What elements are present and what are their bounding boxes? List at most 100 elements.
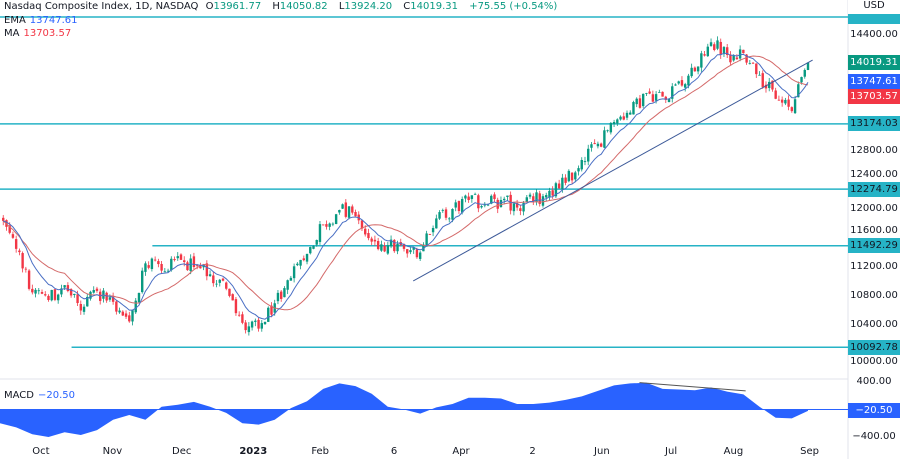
time-tick-label: 6: [390, 446, 398, 457]
candle-body: [141, 270, 144, 293]
candle-body: [522, 202, 525, 212]
candle-body: [347, 206, 351, 218]
candle-body: [47, 295, 50, 300]
open-value: O13961.77: [206, 1, 266, 12]
candle-body: [63, 285, 66, 288]
candle-body: [302, 258, 306, 261]
candle-body: [76, 294, 79, 304]
candle-body: [696, 66, 700, 72]
macd-value-badge: −20.50: [848, 403, 900, 419]
candle-body: [31, 288, 34, 293]
candle-body: [260, 323, 263, 329]
candle-body: [218, 279, 221, 283]
close-number: 14019.31: [410, 1, 458, 12]
candle-body: [228, 288, 231, 296]
candle-body: [677, 81, 680, 84]
candle-body: [425, 233, 428, 247]
price-tick-label: 12400.00: [850, 168, 898, 180]
close-label: C: [403, 1, 411, 12]
candle-body: [506, 195, 509, 197]
candle-body: [195, 265, 199, 267]
candle-body: [726, 47, 729, 56]
candle-body: [716, 40, 719, 49]
candle-body: [44, 294, 47, 296]
candle-body: [254, 320, 257, 322]
candle-body: [777, 99, 781, 101]
candle-body: [441, 209, 444, 211]
time-tick-label: Oct: [32, 446, 50, 457]
candle-body: [338, 210, 341, 213]
ema-legend[interactable]: EMA 13747.61: [4, 15, 82, 26]
candle-body: [732, 55, 735, 61]
macd-value: −20.50: [37, 390, 75, 401]
macd-divergence-line: [639, 382, 746, 392]
candle-body: [199, 265, 202, 269]
candle-body: [283, 288, 286, 298]
candle-body: [105, 292, 108, 301]
time-tick-label: Aug: [723, 446, 744, 457]
candle-body: [593, 143, 596, 145]
candle-body: [170, 258, 173, 271]
candle-body: [221, 278, 225, 281]
price-tick-label: 11200.00: [850, 261, 898, 272]
candle-body: [554, 183, 558, 197]
candle-body: [761, 73, 764, 87]
candle-body: [21, 253, 24, 269]
candle-body: [37, 290, 40, 292]
candle-body: [24, 268, 28, 270]
candle-body: [719, 41, 722, 55]
candle-body: [561, 177, 564, 190]
candle-body: [748, 63, 752, 65]
symbol-title: Nasdaq Composite Index, 1D, NASDAQ: [4, 1, 199, 12]
trendline: [412, 59, 813, 282]
candle-body: [583, 161, 587, 163]
candle-body: [53, 289, 57, 300]
candle-body: [144, 263, 147, 272]
trendline-layer[interactable]: [412, 59, 813, 282]
candle-body: [570, 172, 574, 181]
candle-body: [69, 289, 73, 296]
macd-pane: [0, 382, 848, 437]
candle-body: [173, 259, 176, 261]
candle-body: [305, 253, 309, 262]
low-value: L13924.20: [339, 1, 396, 12]
candle-body: [680, 80, 684, 86]
candle-body: [700, 53, 703, 68]
candle-body: [502, 198, 506, 201]
ema-price-badge: 13747.61: [848, 73, 900, 89]
candle-body: [153, 259, 157, 261]
candle-body: [250, 321, 254, 328]
candle-body: [176, 256, 179, 259]
candle-body: [27, 270, 31, 289]
candle-body: [774, 90, 777, 99]
candle-body: [373, 239, 377, 242]
open-label: O: [205, 1, 214, 12]
macd-legend[interactable]: MACD −20.50: [4, 390, 79, 401]
candle-body: [318, 224, 322, 242]
candle-body: [535, 192, 538, 203]
candle-body: [519, 208, 522, 211]
candle-body: [212, 275, 215, 284]
candle-body: [82, 306, 86, 312]
candle-body: [205, 263, 209, 277]
candle-body: [183, 260, 186, 263]
candle-body: [512, 203, 516, 212]
low-number: 13924.20: [344, 1, 393, 12]
candle-body: [648, 91, 651, 94]
candle-body: [8, 225, 11, 233]
candle-body: [325, 224, 328, 227]
ma-price-badge: 13703.57: [848, 88, 900, 104]
currency-label[interactable]: USD: [848, 0, 900, 14]
macd-area: [0, 382, 808, 437]
candle-body: [448, 218, 451, 220]
candle-body: [192, 256, 196, 267]
candle-body: [331, 223, 335, 225]
price-tick-label: 12000.00: [850, 203, 898, 214]
level-price-badge: 12274.79: [848, 181, 900, 197]
candle-body: [131, 310, 134, 322]
candle-body: [567, 170, 571, 182]
ma-legend[interactable]: MA 13703.57: [4, 28, 75, 39]
moving-averages: [2, 52, 809, 320]
ma-value: 13703.57: [23, 28, 72, 39]
